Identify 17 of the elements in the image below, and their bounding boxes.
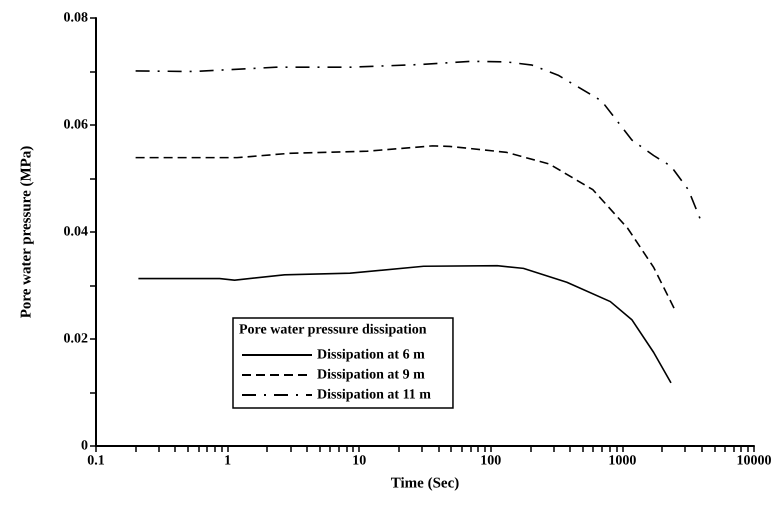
- y-axis-title: Pore water pressure (MPa): [18, 146, 34, 318]
- legend-label: Dissipation at 11 m: [317, 388, 432, 402]
- x-tick-label: 0.1: [87, 454, 105, 468]
- y-tick-label: 0.08: [64, 10, 88, 26]
- x-tick-label: 100: [480, 454, 502, 468]
- x-axis-title: Time (Sec): [390, 476, 460, 492]
- y-tick-label: 0.06: [64, 118, 88, 132]
- y-tick-label: 0.02: [64, 332, 88, 346]
- y-tick-label: 0: [81, 438, 88, 454]
- x-tick-label: 10: [352, 454, 366, 468]
- legend-title: Pore water pressure dissipation: [239, 322, 427, 338]
- y-tick-label: 0.04: [64, 224, 88, 240]
- legend-label: Dissipation at 6 m: [317, 348, 426, 362]
- x-tick-label: 10000: [736, 454, 772, 468]
- legend-label: Dissipation at 9 m: [317, 368, 426, 382]
- x-tick-label: 1000: [608, 454, 636, 468]
- x-tick-label: 1: [224, 454, 232, 468]
